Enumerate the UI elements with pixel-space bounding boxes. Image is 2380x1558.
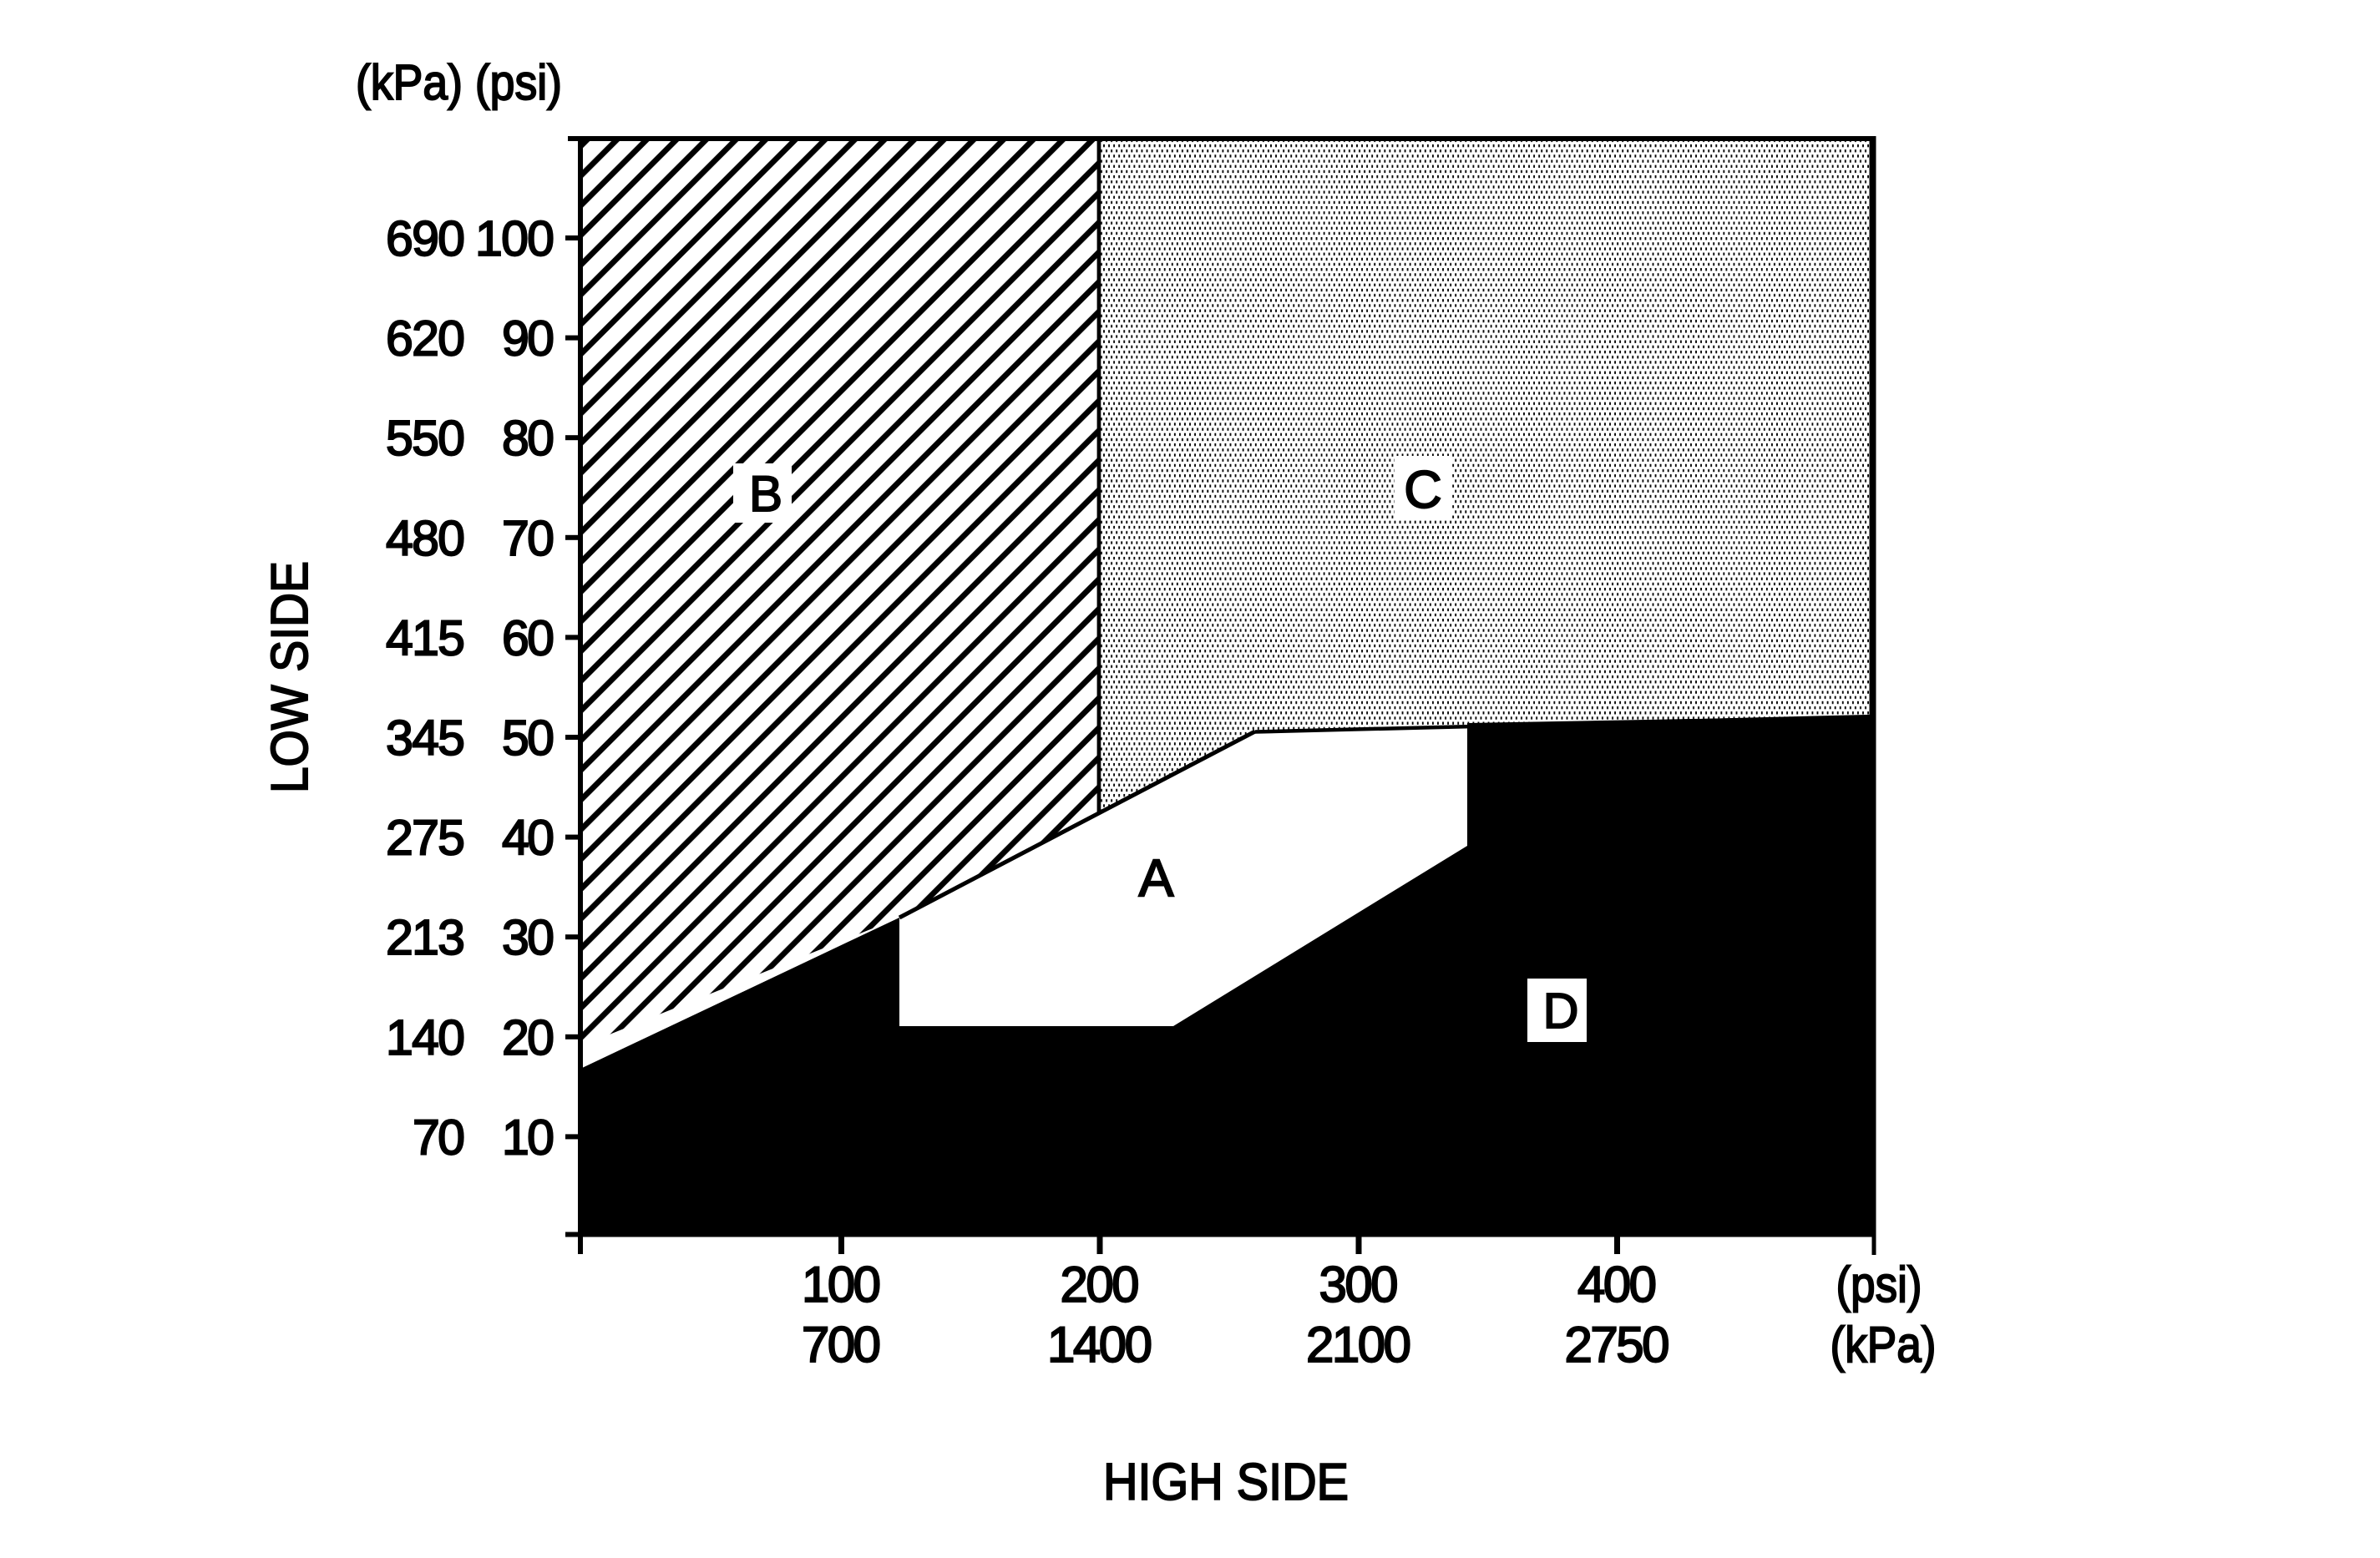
svg-text:200: 200 bbox=[1061, 1257, 1140, 1313]
svg-text:(kPa): (kPa) bbox=[1831, 1317, 1937, 1373]
svg-text:690: 690 bbox=[386, 211, 465, 266]
svg-text:D: D bbox=[1543, 984, 1579, 1039]
svg-text:400: 400 bbox=[1577, 1257, 1657, 1313]
svg-text:140: 140 bbox=[386, 1010, 465, 1065]
svg-text:2750: 2750 bbox=[1565, 1317, 1670, 1373]
svg-text:550: 550 bbox=[386, 411, 465, 466]
svg-text:70: 70 bbox=[413, 1110, 465, 1165]
svg-text:LOW SIDE: LOW SIDE bbox=[261, 561, 319, 793]
svg-text:(psi): (psi) bbox=[1836, 1257, 1922, 1313]
svg-text:10: 10 bbox=[502, 1110, 554, 1165]
svg-text:60: 60 bbox=[502, 610, 554, 665]
svg-text:100: 100 bbox=[475, 211, 554, 266]
svg-text:100: 100 bbox=[802, 1257, 881, 1313]
svg-text:345: 345 bbox=[386, 711, 465, 766]
svg-text:2100: 2100 bbox=[1306, 1317, 1411, 1373]
svg-text:300: 300 bbox=[1319, 1257, 1399, 1313]
svg-text:20: 20 bbox=[502, 1010, 554, 1065]
svg-text:415: 415 bbox=[386, 610, 465, 665]
svg-text:480: 480 bbox=[386, 511, 465, 566]
svg-text:90: 90 bbox=[502, 311, 554, 367]
svg-text:50: 50 bbox=[502, 711, 554, 766]
svg-text:213: 213 bbox=[386, 910, 465, 965]
svg-text:620: 620 bbox=[386, 311, 465, 367]
svg-text:C: C bbox=[1404, 461, 1442, 519]
svg-text:1400: 1400 bbox=[1047, 1317, 1152, 1373]
svg-text:80: 80 bbox=[502, 411, 554, 466]
svg-text:40: 40 bbox=[502, 811, 554, 866]
svg-text:HIGH SIDE: HIGH SIDE bbox=[1103, 1454, 1349, 1511]
svg-text:700: 700 bbox=[802, 1317, 881, 1373]
svg-text:A: A bbox=[1138, 849, 1173, 908]
svg-text:275: 275 bbox=[386, 811, 465, 866]
svg-text:(kPa) (psi): (kPa) (psi) bbox=[356, 55, 562, 110]
svg-text:B: B bbox=[749, 466, 782, 522]
svg-text:30: 30 bbox=[502, 910, 554, 965]
svg-text:70: 70 bbox=[502, 511, 554, 566]
